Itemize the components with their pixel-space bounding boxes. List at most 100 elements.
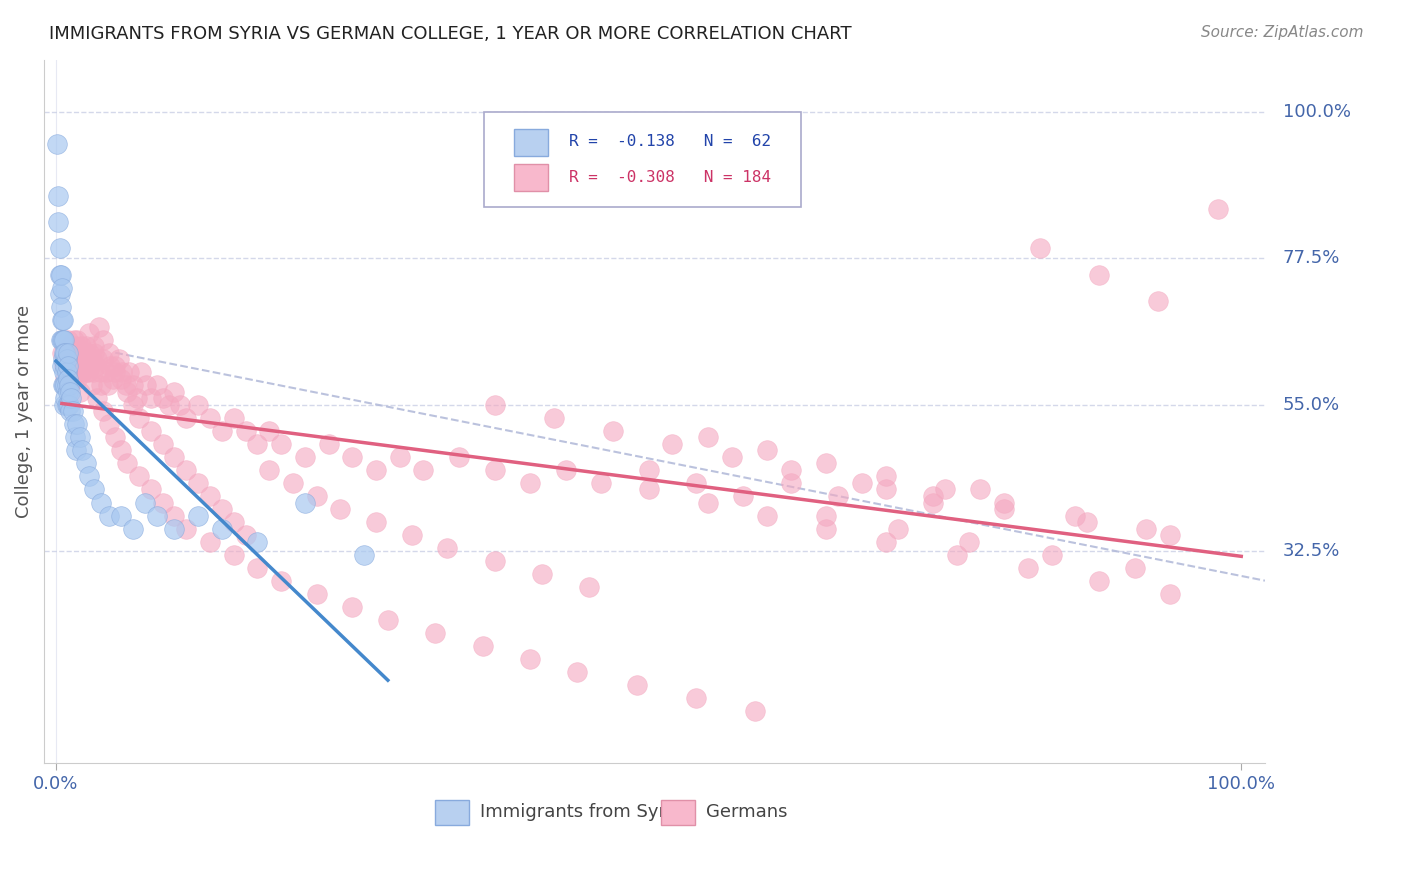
Bar: [434, 800, 470, 825]
Point: [1040, 548, 1063, 562]
Point: [90, 378, 112, 392]
Point: [1135, 522, 1157, 536]
Point: [101, 372, 124, 386]
Text: Source: ZipAtlas.com: Source: ZipAtlas.com: [1201, 25, 1364, 40]
Point: [48, 287, 70, 301]
Point: [82, 365, 104, 379]
Point: [60, 352, 83, 367]
Point: [1159, 587, 1181, 601]
Bar: [661, 800, 695, 825]
Point: [55, 392, 77, 406]
Point: [1206, 202, 1229, 217]
Point: [152, 437, 174, 451]
Point: [779, 475, 801, 490]
Point: [52, 352, 75, 367]
Point: [93, 404, 115, 418]
Point: [696, 495, 718, 509]
Point: [55, 378, 77, 392]
Point: [53, 378, 76, 392]
FancyBboxPatch shape: [484, 112, 801, 207]
Point: [115, 457, 138, 471]
Point: [53, 333, 76, 347]
Point: [59, 359, 82, 373]
Point: [93, 352, 115, 367]
Point: [1147, 293, 1170, 308]
Point: [83, 345, 105, 359]
Point: [1088, 574, 1111, 588]
Point: [70, 339, 93, 353]
Point: [187, 398, 209, 412]
Point: [55, 365, 77, 379]
Point: [52, 313, 75, 327]
Point: [222, 410, 245, 425]
Point: [922, 495, 945, 509]
Point: [77, 345, 100, 359]
Point: [65, 345, 87, 359]
Point: [815, 522, 838, 536]
Point: [84, 359, 107, 373]
Point: [377, 613, 399, 627]
Text: 100.0%: 100.0%: [1282, 103, 1351, 120]
Point: [222, 515, 245, 529]
Point: [163, 450, 186, 464]
Point: [211, 522, 233, 536]
Point: [519, 475, 541, 490]
Point: [259, 463, 281, 477]
Point: [62, 404, 84, 418]
Point: [1017, 560, 1039, 574]
Point: [73, 359, 96, 373]
Point: [115, 378, 138, 392]
Point: [77, 326, 100, 340]
Point: [97, 378, 120, 392]
Point: [484, 463, 506, 477]
Point: [56, 352, 79, 367]
Point: [56, 345, 79, 359]
Point: [1088, 268, 1111, 282]
Point: [75, 345, 97, 359]
Point: [222, 548, 245, 562]
Point: [59, 404, 82, 418]
Point: [60, 365, 83, 379]
Point: [235, 424, 257, 438]
Point: [554, 463, 576, 477]
Point: [51, 345, 73, 359]
Text: 77.5%: 77.5%: [1282, 249, 1340, 268]
Point: [163, 508, 186, 523]
Point: [176, 522, 198, 536]
Point: [436, 541, 458, 555]
Point: [364, 463, 387, 477]
Point: [63, 339, 86, 353]
Point: [55, 352, 77, 367]
Point: [305, 489, 328, 503]
Point: [62, 417, 84, 432]
Point: [131, 365, 153, 379]
Point: [176, 410, 198, 425]
Point: [152, 495, 174, 509]
Point: [52, 333, 75, 347]
Point: [104, 365, 127, 379]
Point: [235, 528, 257, 542]
Point: [56, 398, 79, 412]
Point: [69, 384, 91, 399]
Point: [756, 443, 779, 458]
Point: [637, 483, 659, 497]
Point: [58, 365, 80, 379]
Point: [55, 359, 77, 373]
Point: [246, 437, 269, 451]
Point: [851, 475, 873, 490]
Point: [62, 345, 84, 359]
Point: [55, 372, 77, 386]
Point: [875, 469, 897, 483]
Point: [145, 378, 167, 392]
Point: [733, 489, 755, 503]
Text: Germans: Germans: [706, 804, 787, 822]
Point: [98, 345, 121, 359]
Point: [246, 560, 269, 574]
Point: [364, 515, 387, 529]
Point: [55, 378, 77, 392]
Point: [79, 359, 101, 373]
Point: [696, 430, 718, 444]
Point: [48, 268, 70, 282]
Point: [86, 352, 108, 367]
Point: [305, 587, 328, 601]
